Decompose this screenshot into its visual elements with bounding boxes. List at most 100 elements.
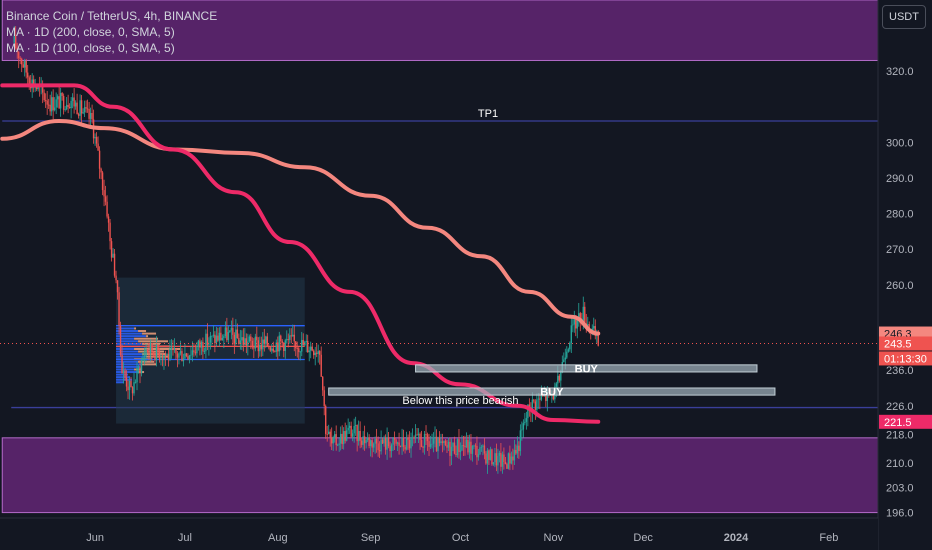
candle-body: [218, 332, 221, 341]
y-tick-label: 236.0: [886, 365, 914, 377]
candle-body: [447, 441, 450, 448]
candle-body: [467, 439, 469, 453]
candle-body: [357, 430, 360, 442]
candle-body: [148, 352, 150, 354]
x-tick-label: 2024: [724, 532, 749, 544]
candle-body: [163, 355, 165, 360]
candle-body: [488, 450, 490, 460]
candle-body: [104, 196, 107, 202]
candle-body: [347, 427, 349, 431]
candle-body: [491, 449, 493, 465]
candle-body: [395, 439, 397, 444]
y-tick-label: 226.0: [886, 401, 914, 413]
price-badge: [879, 336, 932, 351]
candle-body: [77, 114, 80, 116]
candle-body: [316, 352, 318, 354]
candle-body: [134, 382, 137, 384]
price-badge: [879, 351, 932, 366]
candle-body: [440, 441, 442, 444]
buy-zone[interactable]: [328, 387, 776, 396]
zone-1[interactable]: [1, 437, 879, 514]
candle-body: [41, 85, 44, 93]
candle-body: [375, 438, 378, 444]
candle-body: [106, 201, 108, 217]
candle-body: [432, 437, 435, 444]
candle-body: [18, 52, 20, 59]
candle-body: [537, 398, 540, 400]
candle-body: [518, 445, 520, 452]
candle-body: [399, 445, 402, 447]
buy-zone[interactable]: [415, 364, 758, 373]
candle-body: [86, 108, 89, 110]
symbol-title[interactable]: Binance Coin / TetherUS, 4h, BINANCE: [6, 9, 218, 23]
candle-body: [98, 150, 101, 169]
candle-body: [68, 106, 71, 109]
y-tick-label: 320.0: [886, 66, 914, 78]
candle-body: [73, 97, 75, 107]
candle-body: [205, 333, 207, 352]
candle-body: [495, 453, 498, 466]
candle-body: [257, 340, 260, 352]
candle-body: [353, 426, 355, 434]
candle-body: [476, 445, 478, 458]
candle-body: [510, 456, 513, 464]
candle-body: [178, 353, 180, 358]
candle-body: [298, 348, 300, 352]
candle-body: [203, 351, 206, 353]
candle-body: [151, 343, 153, 353]
candle-body: [214, 334, 216, 344]
candle-body: [354, 425, 357, 427]
candle-body: [381, 439, 384, 444]
candle-body: [223, 336, 225, 338]
candle-body: [227, 332, 230, 341]
candle-body: [143, 355, 146, 358]
candle-body: [97, 143, 99, 151]
volume-bar: [138, 340, 169, 343]
candle-body: [308, 350, 310, 353]
bearish-note: Below this price bearish: [402, 395, 518, 407]
candle-body: [506, 464, 508, 469]
candle-body: [64, 109, 66, 111]
x-tick-label: Feb: [819, 532, 838, 544]
candle-body: [489, 449, 492, 460]
time-axis[interactable]: [0, 518, 878, 550]
candle-body: [516, 445, 519, 454]
volume-bar: [116, 371, 139, 374]
price-badge-label: 01:13:30: [884, 353, 927, 365]
candle-body: [420, 440, 423, 447]
candle-body: [59, 93, 62, 109]
ma100-line[interactable]: [0, 83, 601, 424]
candle-body: [28, 77, 30, 86]
candle-body: [280, 335, 282, 342]
zone-0[interactable]: [1, 0, 879, 61]
y-tick-label: 270.0: [886, 244, 914, 256]
x-tick-label: Sep: [361, 532, 381, 544]
candle-body: [268, 346, 270, 348]
candle-body: [112, 253, 114, 258]
candle-body: [504, 461, 507, 465]
candle-body: [271, 348, 273, 351]
ma200-line[interactable]: [0, 118, 601, 336]
candle-body: [344, 431, 346, 441]
legend-ma200[interactable]: MA · 1D (200, close, 0, SMA, 5): [6, 25, 175, 39]
candle-body: [509, 453, 511, 464]
candle-body: [61, 93, 63, 96]
candle-body: [359, 430, 361, 441]
candle-body: [512, 456, 514, 461]
candle-body: [118, 292, 120, 326]
candle-body: [576, 318, 578, 329]
price-axis[interactable]: [878, 0, 932, 550]
candle-body: [94, 136, 96, 139]
candle-body: [301, 339, 303, 352]
currency-button[interactable]: USDT: [882, 5, 926, 29]
candle-body: [130, 380, 132, 388]
candle-body: [386, 437, 388, 450]
legend-ma100[interactable]: MA · 1D (100, close, 0, SMA, 5): [6, 41, 175, 55]
candle-body: [185, 353, 188, 357]
candle-body: [319, 351, 321, 355]
candle-body: [226, 327, 228, 341]
candle-body: [113, 253, 116, 276]
candle-body: [345, 430, 348, 441]
candle-body: [253, 347, 255, 349]
